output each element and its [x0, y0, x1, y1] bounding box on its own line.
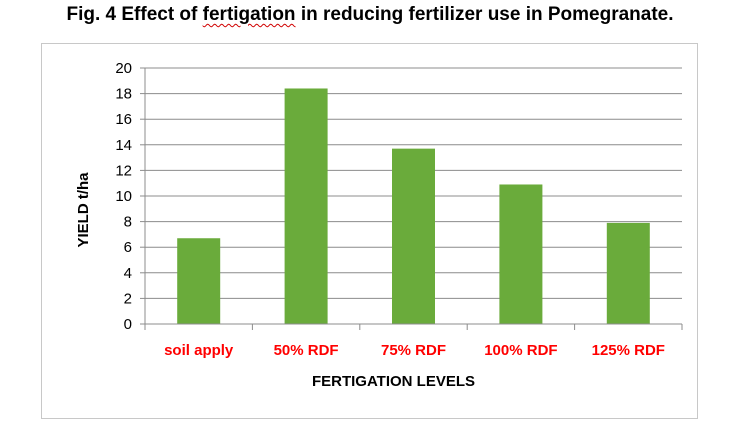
x-category-labels: soil apply 50% RDF 75% RDF 100% RDF 125% RDF [164, 342, 665, 359]
y-tick-labels: 0 2 4 6 8 10 12 14 16 18 20 [115, 60, 132, 333]
axes [140, 67, 683, 330]
y-tick-label: 6 [124, 239, 132, 256]
y-tick-label: 0 [124, 316, 132, 333]
y-tick-label: 4 [124, 265, 132, 282]
x-category-label: soil apply [164, 342, 234, 359]
chart-frame [41, 43, 698, 419]
bar [606, 222, 650, 324]
x-category-label: 125% RDF [592, 342, 665, 359]
x-category-label: 100% RDF [484, 342, 557, 359]
y-tick-label: 10 [115, 188, 132, 205]
figure-title-part: in reducing fertilizer use in Pomegranat… [295, 4, 674, 25]
y-axis-label: YIELD t/ha [75, 172, 92, 248]
bars [177, 88, 650, 324]
y-tick-label: 16 [115, 111, 132, 128]
x-category-label: 50% RDF [274, 342, 339, 359]
y-tick-label: 2 [124, 290, 132, 307]
y-tick-label: 8 [124, 214, 132, 231]
y-tick-label: 18 [115, 86, 132, 103]
y-tick-label: 14 [115, 137, 132, 154]
figure-title: Fig. 4 Effect of fertigation in reducing… [0, 4, 740, 26]
x-axis-label: FERTIGATION LEVELS [312, 373, 475, 390]
bar [499, 184, 543, 324]
bar [177, 238, 221, 324]
figure-title-part: Fig. 4 Effect of [66, 4, 203, 25]
y-tick-label: 12 [115, 162, 132, 179]
bar [284, 88, 328, 324]
x-category-label: 75% RDF [381, 342, 446, 359]
y-tick-label: 20 [115, 60, 132, 77]
spellcheck-flagged-word: fertigation [202, 4, 296, 25]
bar [392, 148, 435, 324]
